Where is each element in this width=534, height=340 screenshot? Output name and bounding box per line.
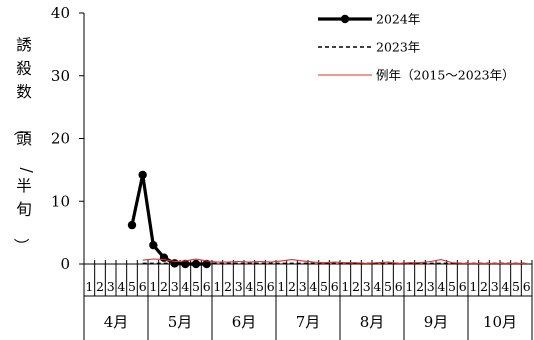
y-axis-label: 誘殺数（頭/半旬）	[12, 36, 35, 254]
x-sub-label: 1	[469, 279, 477, 294]
x-sub-label: 5	[512, 279, 520, 294]
legend-marker	[340, 14, 350, 24]
x-month-label: 5月	[168, 313, 193, 331]
legend-item: 2023年	[318, 40, 420, 55]
data-point-2024	[138, 170, 147, 180]
data-point-2024	[127, 220, 137, 230]
x-sub-label: 3	[363, 279, 371, 294]
x-sub-label: 2	[224, 279, 232, 294]
x-month-label: 6月	[232, 313, 257, 331]
x-sub-label: 4	[245, 279, 253, 294]
y-tick-label: 20	[51, 130, 70, 148]
x-sub-label: 5	[384, 279, 392, 294]
x-sub-label: 1	[213, 279, 221, 294]
x-sub-label: 4	[309, 279, 317, 294]
x-sub-label: 6	[267, 279, 275, 294]
legend-label: 2023年	[376, 40, 420, 55]
x-sub-label: 6	[331, 279, 339, 294]
x-sub-label: 1	[85, 279, 93, 294]
series-line-2024	[130, 173, 207, 266]
x-sub-label: 1	[341, 279, 349, 294]
x-sub-label: 1	[405, 279, 413, 294]
legend-label: 例年（2015～2023年）	[376, 68, 515, 83]
series-line-average	[142, 258, 527, 264]
x-sub-label: 6	[523, 279, 531, 294]
x-month-label: 4月	[104, 313, 129, 331]
x-month-label: 10月	[483, 313, 517, 331]
x-month-label: 7月	[296, 313, 321, 331]
y-tick-label: 10	[51, 192, 70, 210]
x-sub-label: 5	[448, 279, 456, 294]
x-sub-label: 3	[427, 279, 435, 294]
x-sub-label: 3	[171, 279, 179, 294]
y-tick-label: 40	[51, 4, 70, 22]
x-sub-label: 3	[491, 279, 499, 294]
x-sub-label: 2	[288, 279, 296, 294]
x-sub-label: 4	[181, 279, 189, 294]
x-sub-label: 5	[320, 279, 328, 294]
x-sub-label: 4	[437, 279, 445, 294]
data-point-2024	[149, 240, 158, 250]
legend-label: 2024年	[376, 12, 420, 27]
legend-item: 2024年	[318, 12, 420, 27]
x-sub-label: 6	[459, 279, 467, 294]
x-sub-label: 6	[395, 279, 403, 294]
series-2	[142, 258, 527, 264]
x-sub-label: 4	[117, 279, 125, 294]
x-sub-label: 1	[277, 279, 285, 294]
y-axis-label-text: 誘殺数（頭/半旬）	[12, 36, 35, 254]
y-tick-label: 0	[60, 255, 70, 273]
x-sub-label: 2	[352, 279, 360, 294]
series-layer	[127, 170, 527, 269]
x-sub-label: 3	[107, 279, 115, 294]
x-sub-label: 3	[299, 279, 307, 294]
x-sub-label: 4	[373, 279, 381, 294]
x-sub-label: 3	[235, 279, 243, 294]
series-0	[127, 170, 211, 269]
x-sub-label: 5	[192, 279, 200, 294]
x-sub-label: 2	[416, 279, 424, 294]
x-sub-label: 6	[139, 279, 147, 294]
x-sub-label: 4	[501, 279, 509, 294]
x-sub-label: 5	[256, 279, 264, 294]
x-month-label: 9月	[424, 313, 449, 331]
x-sub-label: 5	[128, 279, 136, 294]
x-sub-label: 2	[96, 279, 104, 294]
data-point-2024	[191, 259, 201, 269]
x-sub-label: 2	[160, 279, 168, 294]
x-month-label: 8月	[360, 313, 385, 331]
legend-item: 例年（2015～2023年）	[318, 68, 515, 83]
axes	[83, 13, 532, 297]
x-sub-label: 6	[203, 279, 211, 294]
y-tick-label: 30	[51, 67, 70, 85]
x-sub-label: 2	[480, 279, 488, 294]
x-sub-label: 1	[149, 279, 157, 294]
